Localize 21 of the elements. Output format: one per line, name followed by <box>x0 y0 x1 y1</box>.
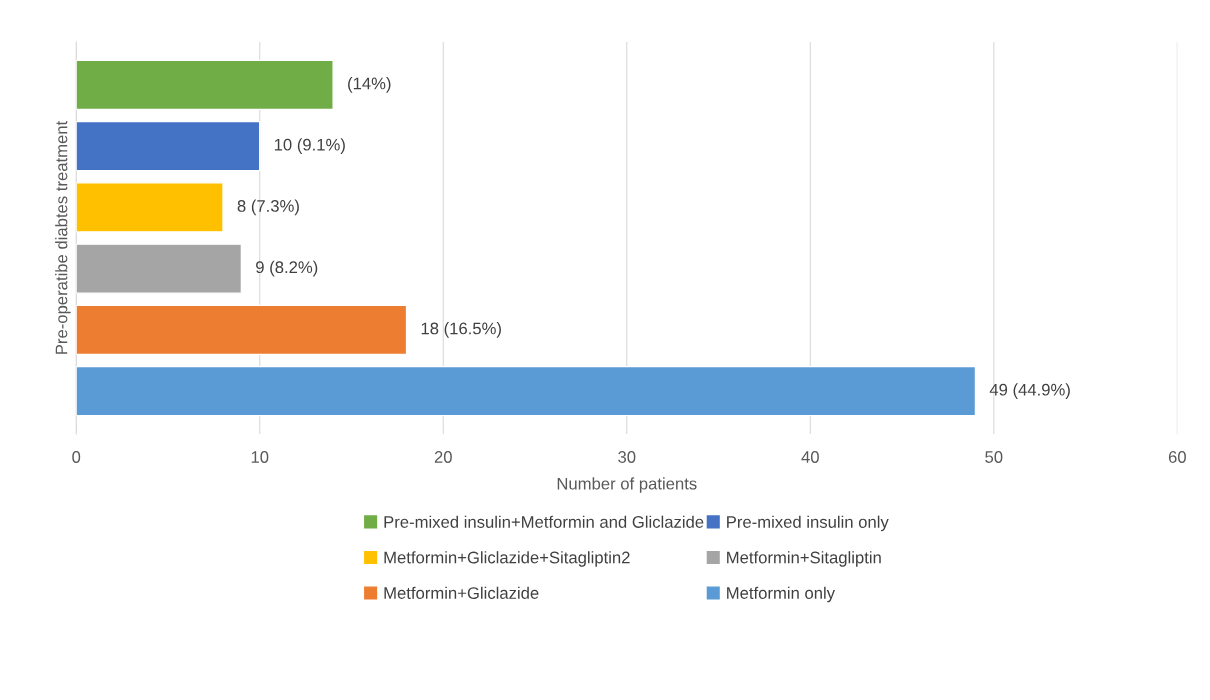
x-tick-label: 50 <box>985 451 1003 463</box>
data-label: (14%) <box>348 77 391 93</box>
data-label: 18 (16.5%) <box>421 322 501 338</box>
data-label: 49 (44.9%) <box>989 383 1070 399</box>
legend-label: Metformin+Gliclazide <box>384 586 539 599</box>
y-axis-title: Pre-operatibe diabtes treatment <box>55 120 71 354</box>
x-axis-title: Number of patients <box>557 477 697 493</box>
x-tick-label: 10 <box>251 451 269 463</box>
legend-label: Metformin+Sitagliptin <box>727 551 881 567</box>
legend-label: Metformin+Gliclazide+Sitagliptin2 <box>384 551 630 567</box>
legend-label: Pre-mixed insulin+Metformin and Gliclazide <box>384 515 704 528</box>
data-label: 8 (7.3%) <box>237 199 299 216</box>
legend-label: Pre-mixed insulin only <box>727 515 889 532</box>
legend-label: Metformin only <box>727 586 836 603</box>
x-tick-label: 30 <box>618 451 636 463</box>
x-tick-label: 0 <box>72 451 81 463</box>
data-label: 10 (9.1%) <box>274 138 345 154</box>
x-tick-label: 60 <box>1168 451 1186 463</box>
x-tick-label: 40 <box>801 451 819 463</box>
data-label: 9 (8.2%) <box>256 260 318 277</box>
x-tick-label: 20 <box>434 451 452 463</box>
